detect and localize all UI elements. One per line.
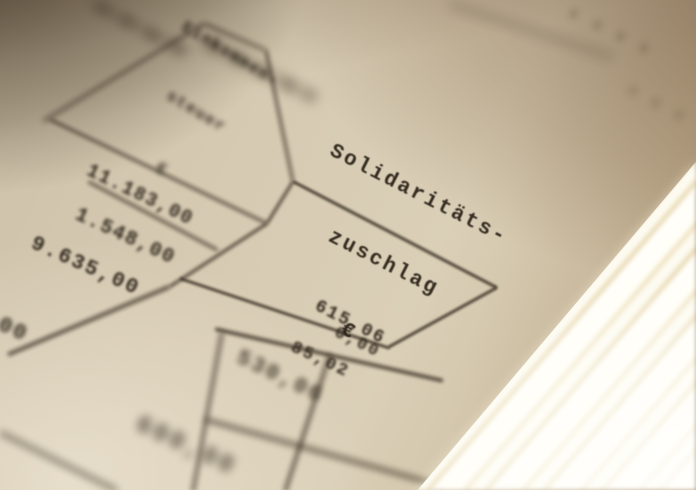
table-line (0, 430, 119, 490)
header-line: Einkommen- (178, 17, 283, 91)
value-partial-cutoff: 00 (0, 312, 32, 348)
table-line (265, 180, 295, 224)
header-line: steuer (162, 86, 230, 137)
bleedthrough-digits: 0 0 0 0 (565, 5, 655, 61)
table-line (7, 285, 171, 357)
value-soli-row5: 600,00 (130, 410, 242, 482)
bleedthrough-digits: 0 0 0 (624, 82, 690, 128)
